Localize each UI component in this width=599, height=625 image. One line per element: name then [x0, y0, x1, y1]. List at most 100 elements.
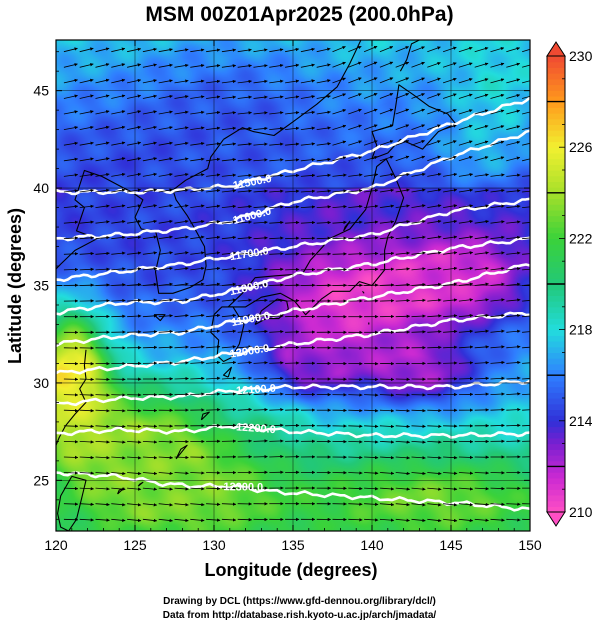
wind-vector: [506, 502, 521, 506]
wind-vector: [158, 487, 173, 491]
wind-vector: [427, 503, 442, 507]
wind-vector: [364, 251, 379, 256]
wind-vector: [142, 440, 158, 444]
colorbar-segment: [547, 221, 565, 228]
wind-vector: [364, 518, 379, 522]
wind-vector: [506, 267, 521, 271]
wind-vector: [332, 124, 347, 130]
colorbar-segment: [547, 437, 565, 445]
wind-vector: [237, 407, 253, 412]
wind-vector: [174, 282, 189, 286]
wind-vector: [348, 173, 363, 177]
wind-vector: [190, 392, 205, 396]
wind-vector: [142, 487, 158, 491]
wind-vector: [158, 219, 173, 224]
wind-vector: [253, 361, 268, 365]
wind-vector: [474, 46, 489, 53]
wind-vector: [506, 360, 521, 365]
colorbar-segment: [547, 432, 565, 439]
colorbar-segment: [547, 284, 565, 291]
wind-vector: [79, 393, 95, 397]
wind-vector: [285, 173, 300, 178]
wind-vector: [506, 62, 521, 68]
wind-vector: [95, 78, 110, 84]
wind-vector: [348, 267, 363, 272]
wind-vector: [522, 315, 530, 318]
contour-label: 12100.0: [236, 383, 276, 398]
wind-vector: [127, 172, 142, 177]
wind-vector: [237, 267, 252, 271]
wind-vector: [95, 63, 110, 68]
coastline-izu-1: [362, 290, 365, 294]
wind-vector: [506, 518, 521, 522]
wind-vector: [348, 486, 363, 491]
wind-vector: [174, 126, 189, 130]
wind-vector: [206, 204, 221, 208]
wind-vector: [158, 282, 173, 286]
wind-vector: [427, 282, 442, 287]
wind-vector: [411, 251, 426, 255]
wind-vector: [506, 423, 521, 428]
wind-vector: [111, 204, 126, 208]
wind-vector: [79, 518, 95, 522]
wind-vector: [522, 237, 530, 240]
wind-vector: [79, 487, 95, 491]
wind-vector: [190, 471, 205, 475]
wind-vector: [411, 219, 426, 224]
wind-vector: [300, 63, 315, 68]
colorbar-segment: [547, 409, 565, 416]
wind-vector: [142, 314, 158, 318]
wind-vector: [111, 314, 126, 318]
wind-vector: [237, 298, 252, 302]
wind-vector: [206, 266, 221, 271]
wind-vector: [411, 314, 426, 318]
wind-vector: [348, 189, 363, 193]
wind-vector: [427, 62, 441, 68]
colorbar-segment: [547, 130, 565, 137]
colorbar-segment: [547, 415, 565, 422]
wind-vector: [474, 298, 489, 302]
y-tick-label: 30: [33, 375, 49, 391]
wind-vector: [474, 156, 489, 162]
wind-vector: [522, 409, 530, 411]
wind-vector: [411, 267, 426, 271]
wind-vector: [174, 376, 189, 381]
wind-vector: [458, 93, 473, 99]
wind-vector: [379, 283, 395, 287]
credit-dcl: Drawing by DCL (https://www.gfd-dennou.o…: [163, 596, 436, 607]
wind-vector: [158, 110, 173, 115]
colorbar-segment: [547, 209, 565, 217]
wind-vector: [190, 48, 205, 53]
wind-vector: [127, 94, 142, 99]
wind-vector: [411, 108, 426, 115]
wind-vector: [300, 142, 316, 146]
colorbar-tick-label: 226: [569, 139, 593, 155]
wind-vector: [127, 298, 142, 302]
wind-vector: [364, 173, 379, 177]
wind-vector: [221, 251, 237, 255]
wind-vector: [458, 188, 474, 193]
colorbar-segment: [547, 329, 565, 336]
colorbar-segment: [547, 506, 565, 513]
wind-vector: [206, 79, 221, 84]
colorbar-segment: [547, 198, 565, 205]
wind-vector: [285, 126, 300, 131]
wind-vector: [443, 298, 458, 302]
wind-vector: [474, 313, 489, 318]
wind-vector: [174, 503, 189, 507]
colorbar-segment: [547, 261, 565, 268]
wind-vector: [253, 95, 268, 99]
wind-vector: [63, 173, 79, 177]
wind-vector: [206, 408, 221, 412]
wind-vector: [253, 345, 268, 349]
wind-vector: [395, 188, 410, 193]
wind-vector: [506, 376, 521, 380]
wind-vector: [63, 47, 78, 53]
wind-vector: [316, 142, 331, 146]
wind-vector: [95, 188, 110, 193]
wind-vector: [221, 407, 237, 412]
wind-vector: [443, 345, 458, 349]
wind-vector: [474, 93, 489, 99]
wind-vector: [300, 95, 316, 99]
wind-vector: [158, 471, 174, 476]
